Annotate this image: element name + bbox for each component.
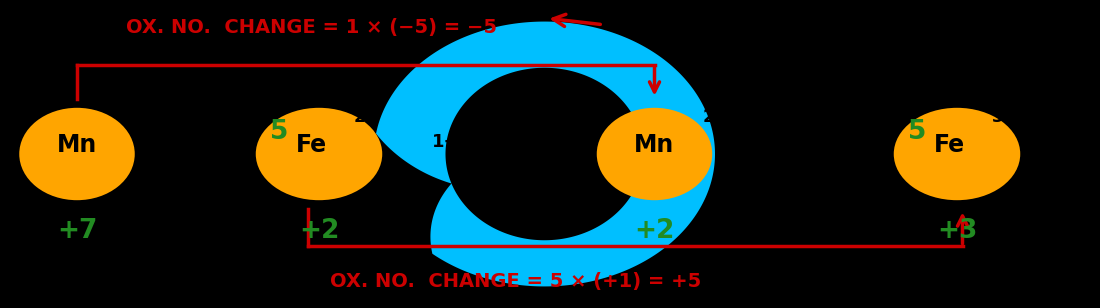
Ellipse shape: [893, 108, 1021, 200]
Text: Fe: Fe: [934, 133, 965, 157]
Text: +2: +2: [635, 218, 674, 244]
Ellipse shape: [255, 108, 383, 200]
Text: +2: +2: [299, 218, 339, 244]
Text: 2+: 2+: [353, 108, 380, 126]
Text: 5: 5: [908, 120, 926, 145]
Text: 2+: 2+: [702, 108, 728, 126]
Text: OX. NO.  CHANGE = 5 × (+1) = +5: OX. NO. CHANGE = 5 × (+1) = +5: [330, 272, 702, 291]
Ellipse shape: [20, 108, 134, 200]
Text: 5: 5: [270, 120, 288, 145]
Text: Fe: Fe: [296, 133, 327, 157]
Text: OX. NO.  CHANGE = 1 × (−5) = −5: OX. NO. CHANGE = 1 × (−5) = −5: [126, 18, 497, 37]
Polygon shape: [376, 22, 715, 286]
Text: Mn: Mn: [57, 133, 97, 157]
Text: +7: +7: [57, 218, 97, 244]
Text: Mn: Mn: [635, 133, 674, 157]
Text: 1+: 1+: [432, 133, 460, 151]
Text: +3: +3: [937, 218, 977, 244]
Ellipse shape: [596, 108, 713, 200]
Text: 3+: 3+: [991, 108, 1018, 126]
